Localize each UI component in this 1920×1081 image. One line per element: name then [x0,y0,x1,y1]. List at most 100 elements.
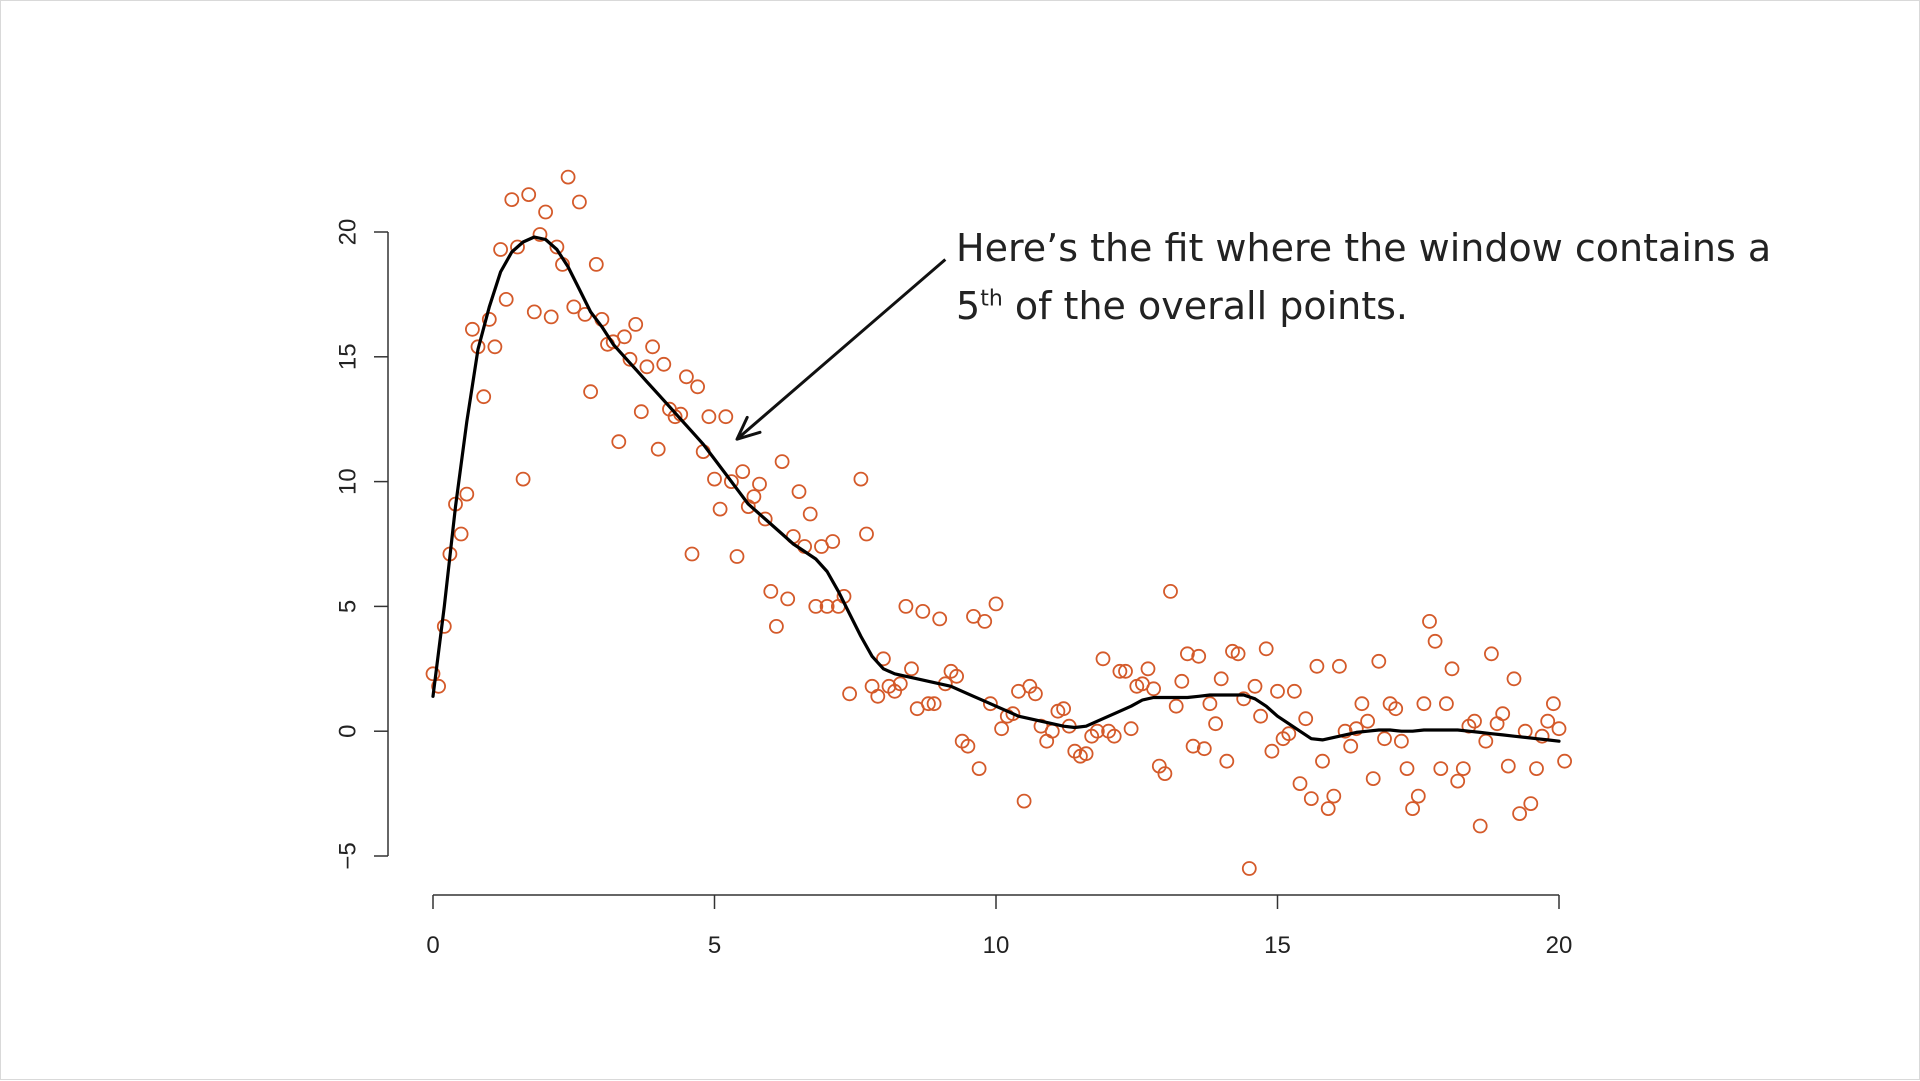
data-point [1467,713,1482,729]
data-point [1202,696,1218,712]
data-point [1191,648,1207,664]
data-point [566,299,582,315]
data-point [904,661,919,677]
data-point [1489,716,1505,732]
data-point [1472,818,1488,834]
annotation-number: 5 [956,284,981,328]
data-point [1354,696,1370,712]
data-point [538,204,553,220]
data-point [1557,753,1572,769]
data-point [1371,653,1387,669]
data-point [853,471,869,487]
data-point [622,351,638,367]
data-point [1506,671,1522,687]
data-point [1348,721,1364,737]
data-point [712,501,728,517]
data-point [617,329,632,345]
data-point [1337,723,1353,739]
data-point [949,668,964,684]
data-point [425,666,441,682]
data-point [1551,721,1567,737]
data-point [1241,861,1257,876]
data-point [870,688,886,704]
data-point [1281,726,1297,742]
data-point [977,614,993,629]
data-point [1196,741,1212,757]
data-point [453,526,469,542]
data-point [1157,766,1173,781]
data-point [1106,728,1122,744]
data-point [724,474,739,490]
data-point [487,339,503,355]
data-point [1168,698,1184,714]
data-point [1377,731,1392,747]
data-point [526,304,542,320]
data-point [1056,701,1071,717]
data-point [1315,753,1330,769]
data-point [752,476,767,492]
data-point [1180,646,1195,662]
data-point [1185,738,1201,754]
data-point [498,291,514,307]
data-point [1399,761,1415,776]
data-point [718,409,734,425]
data-point [1529,761,1544,776]
x-tick-label: 5 [708,932,721,959]
data-point [774,454,790,470]
data-point [549,239,565,255]
data-point [1320,801,1336,816]
data-point [842,686,857,702]
data-point [1444,661,1460,677]
data-point [1078,746,1094,762]
data-point [746,489,762,505]
data-point [650,441,666,457]
data-point [656,356,672,372]
data-point [1039,733,1055,749]
data-point [1219,753,1235,769]
y-tick-label: 5 [335,600,362,613]
data-point [1455,761,1471,776]
data-point [1016,793,1032,809]
data-point [729,549,745,564]
data-point [645,339,660,355]
y-tick-label: 10 [335,468,362,495]
data-point [1028,686,1043,702]
data-point [1394,733,1409,749]
data-point [859,526,874,542]
data-point [763,584,779,599]
data-point [892,676,908,692]
data-point [1140,661,1156,677]
data-point [1540,713,1556,729]
data-point [921,696,936,712]
data-point [1450,773,1466,789]
data-point [476,389,492,405]
data-point [1118,663,1133,679]
data-point [1360,713,1375,729]
data-point [690,379,705,395]
annotation-line-2: 5th of the overall points. [956,277,1771,335]
data-point [504,192,520,208]
data-point [1478,733,1494,749]
y-tick-label: 15 [335,343,362,370]
data-point [802,506,818,522]
x-tick-label: 0 [426,932,439,959]
data-point [1433,761,1449,776]
data-point [1123,721,1139,737]
data-point [1388,701,1404,717]
data-points [425,169,1572,876]
x-tick-label: 15 [1264,932,1291,959]
y-tick-label: −5 [335,842,362,869]
axes: 0 5 10 15 20 −5 0 5 10 15 20 [335,219,1573,959]
data-point [1512,806,1527,821]
data-point [1326,788,1342,804]
data-point [464,321,480,337]
data-point [1208,716,1223,732]
data-point [808,599,824,614]
data-point [684,546,700,562]
data-point [1146,681,1161,697]
annotation-line-2-rest: of the overall points. [1002,284,1408,328]
data-point [611,434,627,450]
data-point [791,484,807,500]
data-point [493,242,509,257]
